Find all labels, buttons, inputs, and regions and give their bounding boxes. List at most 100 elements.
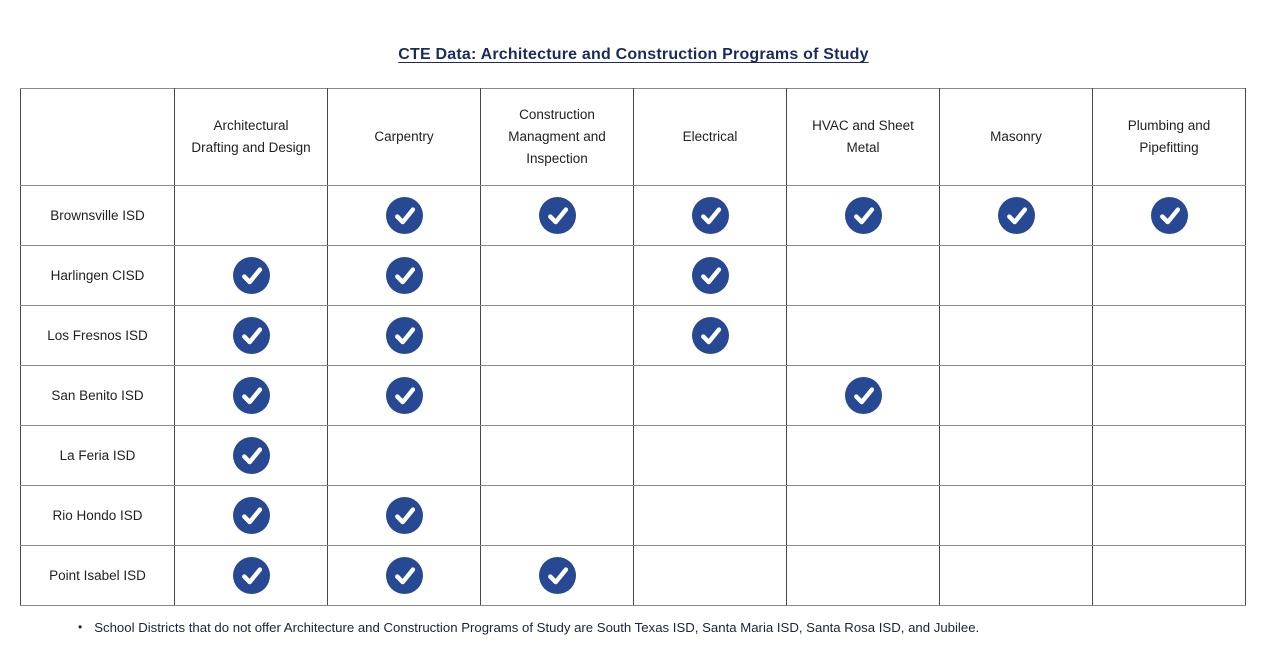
program-cell [786, 305, 940, 366]
check-circle-icon [232, 317, 270, 354]
program-cell [327, 485, 481, 546]
column-header: Plumbing and Pipefitting [1092, 88, 1246, 186]
program-cell [1092, 365, 1246, 426]
program-cell [174, 245, 328, 306]
table-header: Architectural Drafting and Design Carpent… [20, 88, 1246, 186]
table-row: San Benito ISD [20, 365, 1246, 426]
program-cell [327, 365, 481, 426]
table-row: Los Fresnos ISD [20, 305, 1246, 366]
column-header: Masonry [939, 88, 1093, 186]
program-cell [480, 425, 634, 486]
check-circle-icon [538, 197, 576, 234]
check-circle-icon [232, 437, 270, 474]
row-header: Rio Hondo ISD [20, 485, 175, 546]
column-header: Construction Managment and Inspection [480, 88, 634, 186]
program-cell [174, 545, 328, 606]
program-cell [633, 545, 787, 606]
program-cell [174, 485, 328, 546]
table-row: Point Isabel ISD [20, 545, 1246, 606]
program-cell [1092, 425, 1246, 486]
check-circle-icon [385, 557, 423, 594]
program-cell [939, 425, 1093, 486]
check-circle-icon [385, 497, 423, 534]
header-row: Architectural Drafting and Design Carpent… [20, 88, 1246, 186]
check-circle-icon [1150, 197, 1188, 234]
program-cell [939, 245, 1093, 306]
check-circle-icon [232, 257, 270, 294]
check-circle-icon [385, 317, 423, 354]
check-circle-icon [232, 557, 270, 594]
row-header: Point Isabel ISD [20, 545, 175, 606]
program-cell [480, 365, 634, 426]
program-cell [786, 425, 940, 486]
program-cell [633, 305, 787, 366]
program-cell [786, 245, 940, 306]
check-circle-icon [691, 197, 729, 234]
footnote-text: School Districts that do not offer Archi… [94, 620, 980, 635]
check-circle-icon [385, 197, 423, 234]
check-circle-icon [538, 557, 576, 594]
table-row: Brownsville ISD [20, 185, 1246, 246]
program-cell [939, 545, 1093, 606]
table-row: Harlingen CISD [20, 245, 1246, 306]
column-header: HVAC and Sheet Metal [786, 88, 940, 186]
check-circle-icon [997, 197, 1035, 234]
row-header: Harlingen CISD [20, 245, 175, 306]
program-cell [633, 245, 787, 306]
check-circle-icon [844, 377, 882, 414]
column-header: Architectural Drafting and Design [174, 88, 328, 186]
row-header: San Benito ISD [20, 365, 175, 426]
table-row: La Feria ISD [20, 425, 1246, 486]
program-cell [1092, 185, 1246, 246]
bullet-marker: • [78, 620, 83, 634]
check-circle-icon [844, 197, 882, 234]
program-cell [480, 185, 634, 246]
program-cell [939, 365, 1093, 426]
program-cell [939, 485, 1093, 546]
page-title: CTE Data: Architecture and Construction … [398, 46, 869, 63]
program-cell [633, 485, 787, 546]
table-row: Rio Hondo ISD [20, 485, 1246, 546]
column-header: Carpentry [327, 88, 481, 186]
program-cell [633, 365, 787, 426]
program-cell [786, 545, 940, 606]
program-cell [174, 185, 328, 246]
check-circle-icon [385, 257, 423, 294]
program-cell [939, 305, 1093, 366]
program-cell [939, 185, 1093, 246]
program-cell [480, 485, 634, 546]
program-cell [786, 365, 940, 426]
corner-cell [20, 88, 175, 186]
program-cell [327, 425, 481, 486]
program-cell [174, 305, 328, 366]
check-circle-icon [691, 257, 729, 294]
check-circle-icon [691, 317, 729, 354]
program-cell [1092, 245, 1246, 306]
check-circle-icon [232, 377, 270, 414]
program-cell [1092, 485, 1246, 546]
row-header: Brownsville ISD [20, 185, 175, 246]
program-cell [480, 545, 634, 606]
programs-table: Architectural Drafting and Design Carpent… [20, 88, 1246, 606]
program-cell [174, 365, 328, 426]
column-header: Electrical [633, 88, 787, 186]
program-cell [327, 185, 481, 246]
program-cell [633, 185, 787, 246]
program-cell [786, 185, 940, 246]
row-header: Los Fresnos ISD [20, 305, 175, 366]
program-cell [327, 545, 481, 606]
program-cell [327, 245, 481, 306]
check-circle-icon [232, 497, 270, 534]
program-cell [1092, 305, 1246, 366]
program-cell [327, 305, 481, 366]
program-cell [480, 305, 634, 366]
footnote: • School Districts that do not offer Arc… [78, 620, 979, 635]
program-cell [786, 485, 940, 546]
table-body: Brownsville ISD Harlingen CISD Los Fresnos… [20, 185, 1246, 606]
program-cell [174, 425, 328, 486]
program-cell [633, 425, 787, 486]
row-header: La Feria ISD [20, 425, 175, 486]
program-cell [480, 245, 634, 306]
program-cell [1092, 545, 1246, 606]
